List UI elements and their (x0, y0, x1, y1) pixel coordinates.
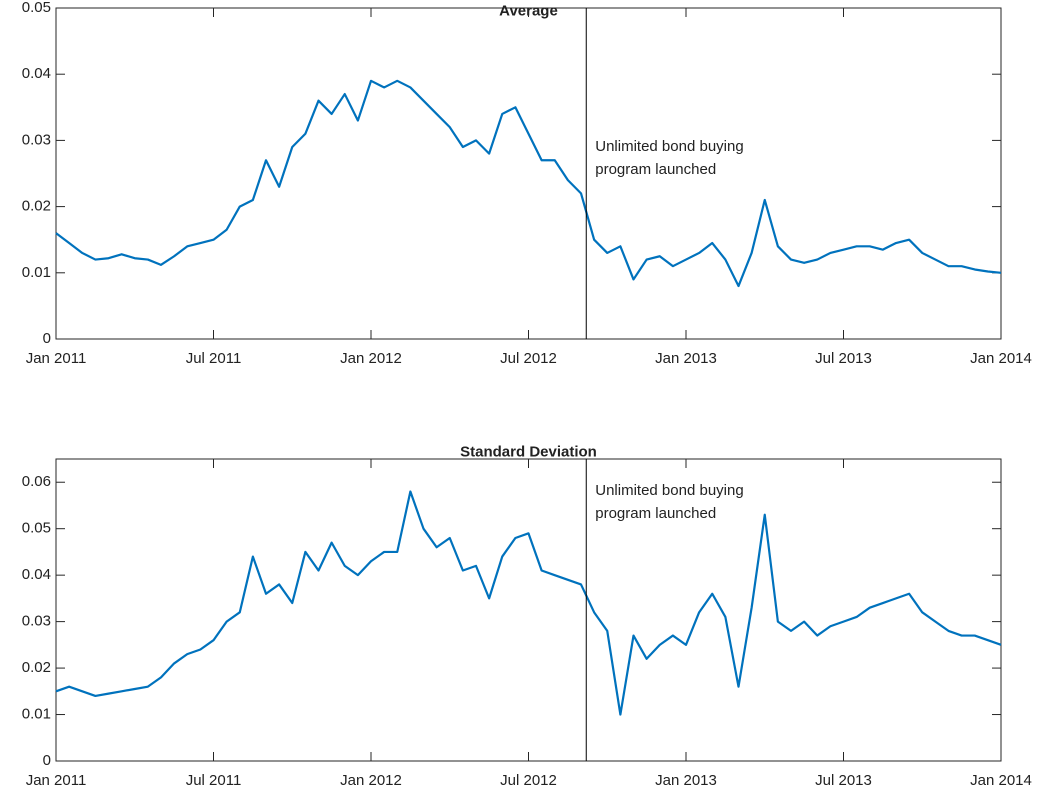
x-tick-label: Jul 2011 (186, 772, 242, 789)
annotation: program launched (595, 161, 716, 178)
x-tick-label: Jan 2013 (655, 350, 717, 367)
x-tick-label: Jan 2013 (655, 772, 717, 789)
annotation: Unlimited bond buying (595, 138, 743, 155)
y-tick-label: 0.01 (22, 264, 51, 281)
chart-title: Standard Deviation (460, 443, 597, 460)
x-tick-label: Jul 2013 (815, 350, 872, 367)
y-tick-label: 0 (43, 752, 51, 769)
y-tick-label: 0.03 (22, 131, 51, 148)
y-tick-label: 0.02 (22, 198, 51, 215)
x-tick-label: Jan 2012 (340, 350, 402, 367)
x-tick-label: Jan 2011 (26, 350, 87, 367)
y-tick-label: 0.04 (22, 65, 51, 82)
y-tick-label: 0.05 (22, 520, 51, 537)
y-tick-label: 0.01 (22, 706, 51, 723)
plot-area (55, 7, 1002, 340)
x-tick-label: Jan 2011 (26, 772, 87, 789)
x-tick-label: Jul 2011 (186, 350, 242, 367)
annotation: program launched (595, 505, 716, 522)
y-tick-label: 0 (43, 330, 51, 347)
x-tick-label: Jan 2014 (970, 350, 1032, 367)
x-tick-label: Jul 2012 (500, 350, 557, 367)
plot-area (55, 458, 1002, 762)
data-line (55, 490, 1002, 716)
x-tick-label: Jul 2012 (500, 772, 557, 789)
annotation: Unlimited bond buying (595, 482, 743, 499)
y-tick-label: 0.05 (22, 0, 51, 16)
y-tick-label: 0.03 (22, 613, 51, 630)
x-tick-label: Jan 2012 (340, 772, 402, 789)
x-tick-label: Jan 2014 (970, 772, 1032, 789)
y-tick-label: 0.06 (22, 473, 51, 490)
y-tick-label: 0.02 (22, 659, 51, 676)
x-tick-label: Jul 2013 (815, 772, 872, 789)
y-tick-label: 0.04 (22, 566, 51, 583)
data-line (55, 79, 1002, 288)
